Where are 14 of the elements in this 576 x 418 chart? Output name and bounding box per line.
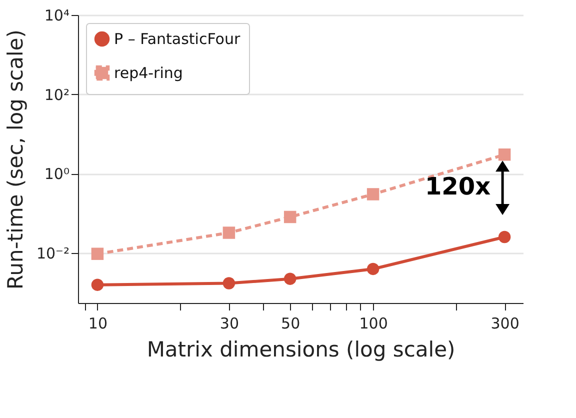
x-axis-title: Matrix dimensions (log scale): [146, 338, 456, 362]
legend-label: rep4-ring: [114, 64, 183, 82]
x-tick-label: 300: [490, 314, 520, 332]
annotation: 120x: [424, 172, 492, 200]
y-axis-title: Run-time (sec, log scale): [3, 30, 28, 290]
y-tick-label: 10⁴: [44, 6, 70, 24]
x-tick-label: 50: [281, 314, 300, 332]
x-tick-label: 30: [220, 314, 239, 332]
y-tick-label: 10⁰: [44, 165, 70, 184]
x-tick-label: 10: [88, 314, 108, 332]
x-tick-label: 100: [359, 314, 388, 332]
y-tick-label: 10⁻²: [36, 244, 70, 262]
y-tick-label: 10²: [44, 86, 70, 104]
legend-label: P – FantasticFour: [114, 30, 241, 48]
